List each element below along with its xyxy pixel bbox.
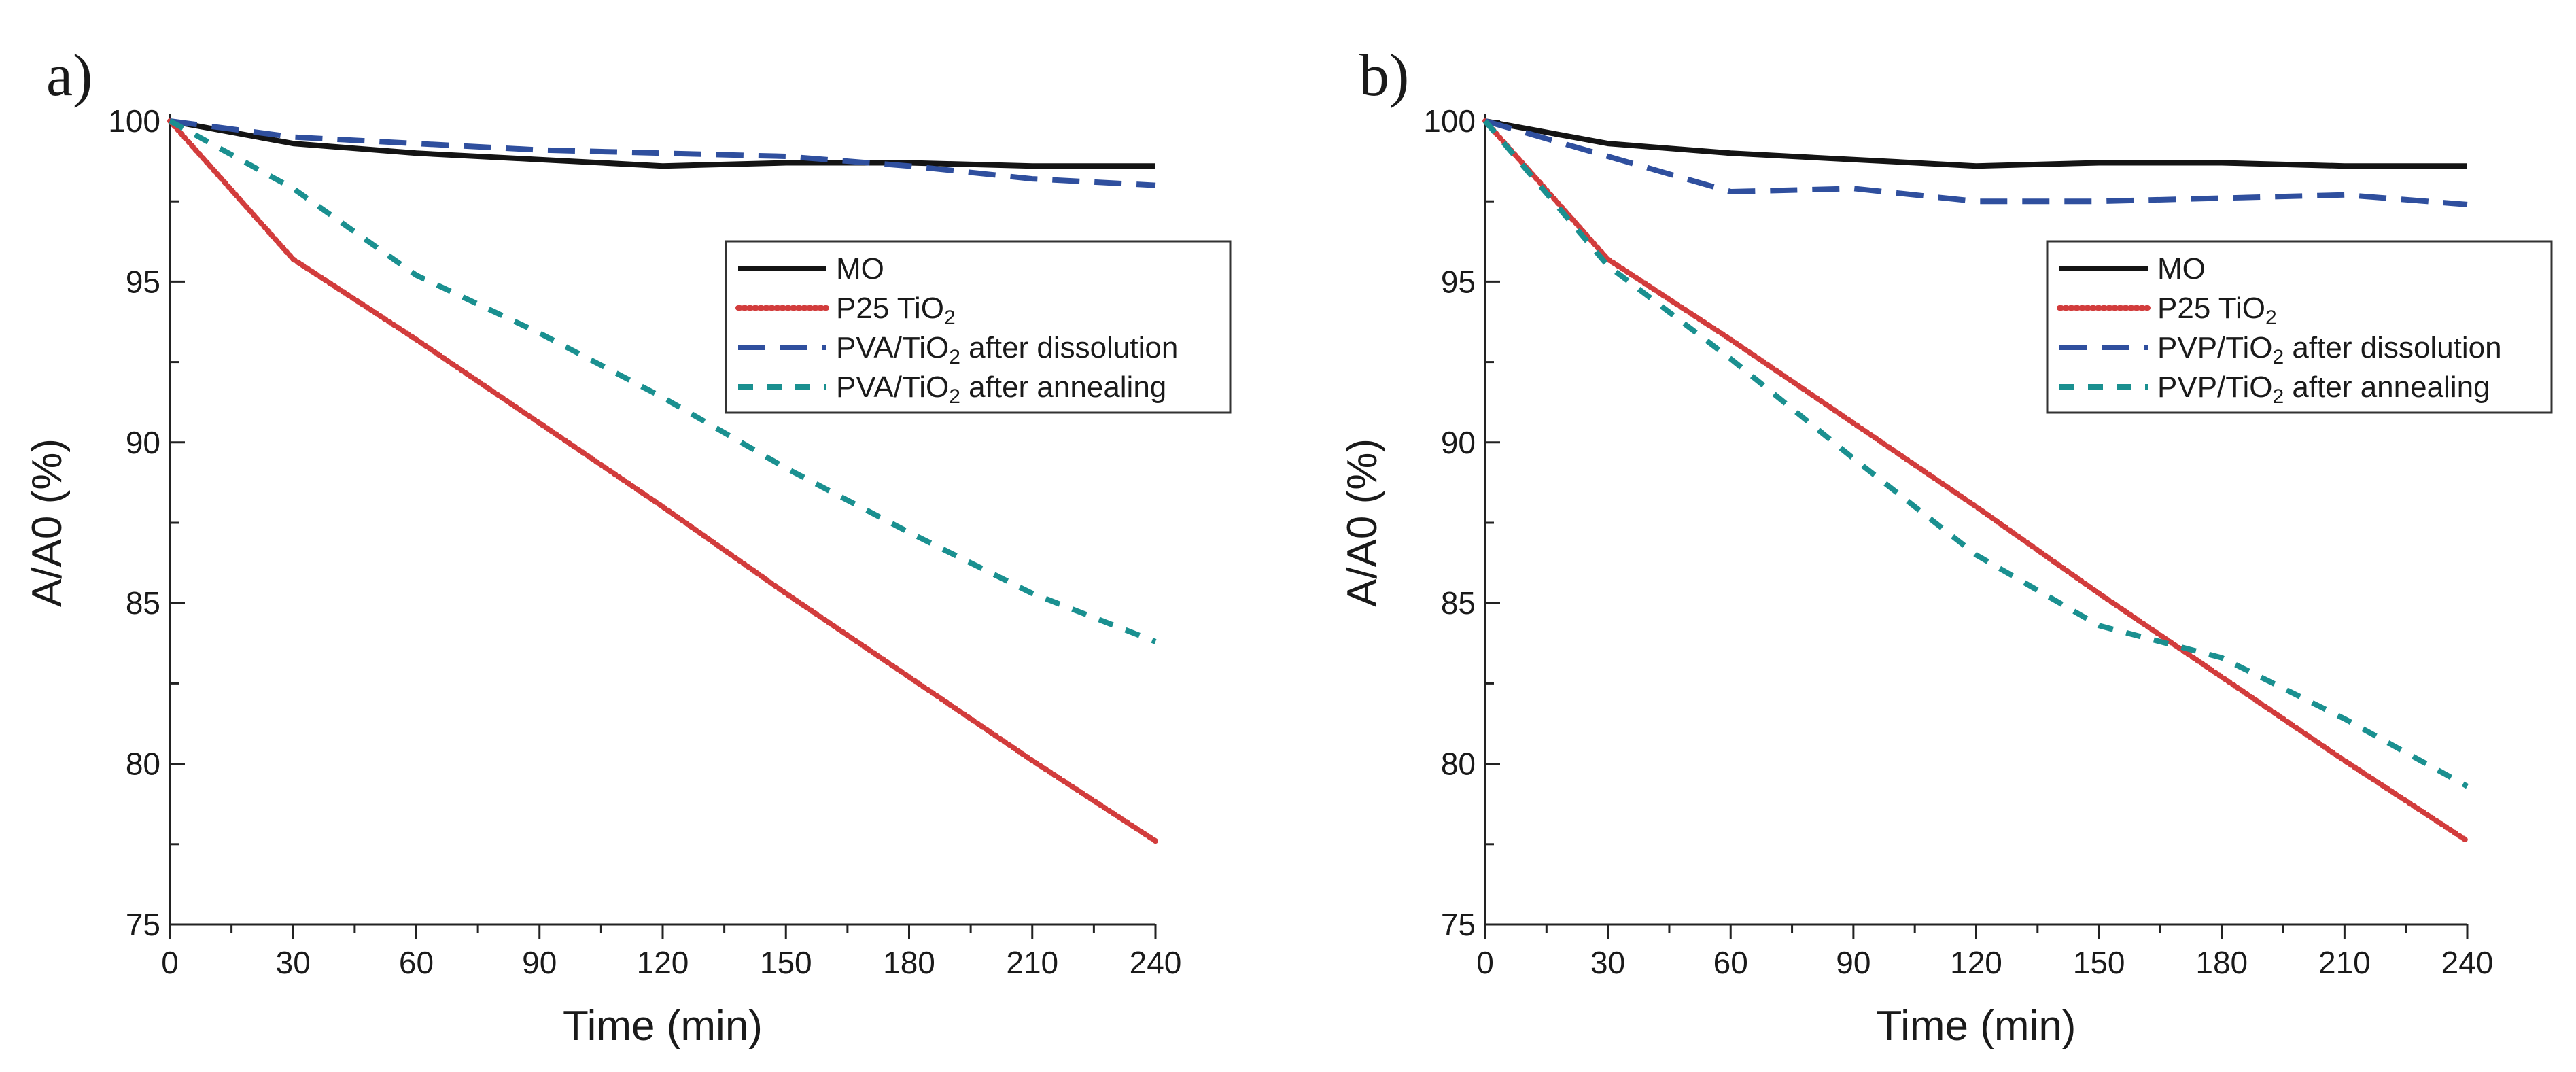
- x-tick-label: 150: [2073, 945, 2125, 980]
- y-tick-label: 85: [1441, 585, 1476, 621]
- y-tick-label: 80: [126, 746, 160, 782]
- legend-entry-main: P25 TiO: [836, 292, 944, 325]
- x-tick-label: 150: [760, 945, 812, 980]
- x-tick-label: 240: [1130, 945, 1182, 980]
- x-tick-label: 0: [161, 945, 179, 980]
- y-tick-label: 85: [126, 585, 160, 621]
- y-tick-label: 90: [126, 425, 160, 460]
- series-line-mo: [1484, 118, 2467, 169]
- y-tick-label: 75: [1441, 907, 1476, 942]
- x-axis-title: Time (min): [1877, 1003, 2076, 1050]
- x-tick-label: 60: [1713, 945, 1748, 980]
- x-tick-label: 0: [1476, 945, 1494, 980]
- y-tick-label: 90: [1441, 425, 1476, 460]
- legend-entry-rest: after annealing: [2284, 370, 2490, 404]
- y-tick-label: 75: [126, 907, 160, 942]
- x-axis-title: Time (min): [563, 1003, 763, 1050]
- legend-entry-main: PVP/TiO: [2157, 370, 2273, 404]
- legend-entry-main: PVA/TiO: [836, 331, 949, 364]
- panel-label: a): [46, 43, 92, 109]
- x-tick-label: 240: [2441, 945, 2494, 980]
- chart-panel-a: a) 0 30 60 90 120 150 180 210 240 75 80 85 90 95 100 Tim…: [24, 43, 1232, 1050]
- x-tick-label: 90: [522, 945, 557, 980]
- series-line-p25-tio2: [167, 118, 1158, 844]
- y-tick-label: 95: [126, 264, 160, 299]
- x-tick-label: 210: [1006, 945, 1058, 980]
- x-tick-label: 180: [883, 945, 935, 980]
- legend-entry-main: P25 TiO: [2157, 292, 2265, 325]
- x-tick-label: 30: [1590, 945, 1625, 980]
- legend-entry: PVA/TiO2 after annealing: [836, 370, 1166, 408]
- panel-label: b): [1359, 43, 1409, 109]
- legend-entry: MO: [2157, 252, 2206, 286]
- y-tick-label: 95: [1441, 264, 1476, 299]
- x-tick-label: 180: [2195, 945, 2248, 980]
- x-tick-label: 120: [1950, 945, 2002, 980]
- legend-entry-subscript: 2: [944, 307, 956, 329]
- y-tick-label: 80: [1441, 746, 1476, 782]
- series-line-mo: [169, 118, 1155, 169]
- y-tick-label: 100: [108, 103, 160, 139]
- legend-entry: PVP/TiO2 after dissolution: [2157, 331, 2502, 368]
- legend-entry-main: MO: [2157, 252, 2206, 286]
- legend-entry-main: MO: [836, 252, 884, 286]
- legend-entry-subscript: 2: [949, 346, 960, 368]
- y-axis-title: A/A0 (%): [1339, 438, 1386, 607]
- legend-entry-rest: after annealing: [960, 370, 1166, 404]
- legend-entry-main: PVP/TiO: [2157, 331, 2273, 364]
- legend-entry-subscript: 2: [2273, 385, 2284, 408]
- y-tick-label: 100: [1423, 103, 1476, 139]
- x-tick-label: 60: [399, 945, 434, 980]
- x-tick-label: 90: [1836, 945, 1870, 980]
- legend-entry: P25 TiO2: [836, 292, 956, 329]
- chart-panel-b: b) 0 30 60 90 120 150 180 210 240 75 80 85 90 95 100 Tim…: [1339, 43, 2553, 1050]
- series-line-pvp-tio2-after-dissolution: [1484, 118, 2468, 207]
- legend-entry-subscript: 2: [2273, 346, 2284, 368]
- x-tick-label: 210: [2318, 945, 2371, 980]
- legend-entry: PVP/TiO2 after annealing: [2157, 370, 2490, 408]
- legend-entry-rest: after dissolution: [2284, 331, 2501, 364]
- legend-entry-main: PVA/TiO: [836, 370, 949, 404]
- y-axis-title: A/A0 (%): [24, 438, 71, 607]
- legend-entry-subscript: 2: [2265, 307, 2277, 329]
- series-line-pvp-tio2-after-annealing: [1482, 119, 2469, 789]
- series-line-pva-tio2-after-dissolution: [169, 118, 1156, 188]
- legend-entry: MO: [836, 252, 884, 286]
- series-line-p25-tio2: [1482, 118, 2470, 844]
- legend-entry: P25 TiO2: [2157, 292, 2277, 329]
- x-tick-label: 30: [276, 945, 311, 980]
- legend-entry: PVA/TiO2 after dissolution: [836, 331, 1178, 368]
- legend-entry-rest: after dissolution: [960, 331, 1178, 364]
- legend-entry-subscript: 2: [949, 385, 960, 408]
- x-tick-label: 120: [637, 945, 689, 980]
